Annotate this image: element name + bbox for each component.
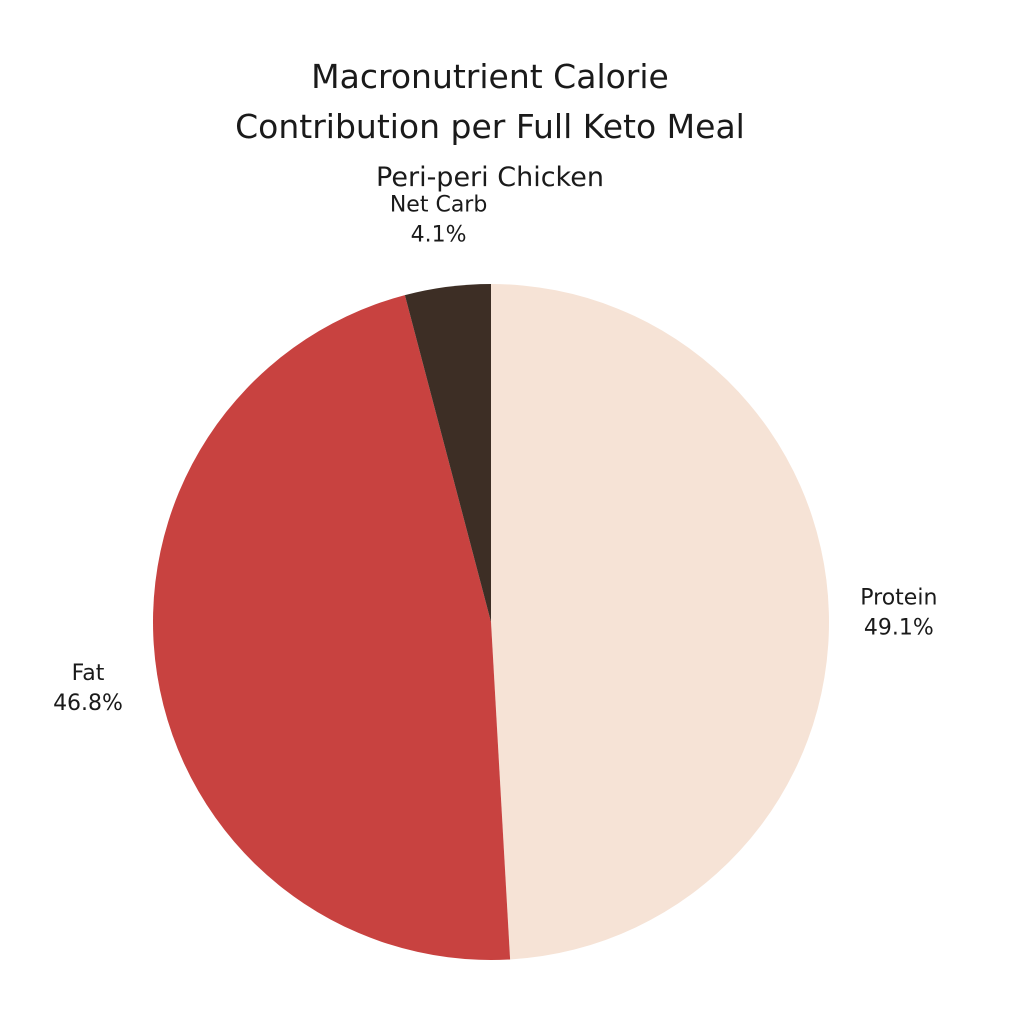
chart-subtitle: Peri-peri Chicken (376, 162, 604, 193)
chart-title-line-1: Macronutrient Calorie (311, 57, 669, 96)
slice-label-name: Net Carb (390, 192, 487, 217)
chart-title-line-2: Contribution per Full Keto Meal (235, 107, 745, 146)
chart-title: Macronutrient Calorie Contribution per F… (235, 57, 745, 146)
slice-label-name: Fat (72, 661, 105, 686)
pie-slice-net-carb (404, 284, 491, 622)
slice-label-value: 49.1% (864, 615, 934, 640)
slice-label-protein: Protein 49.1% (860, 585, 937, 640)
slice-label-fat: Fat 46.8% (53, 661, 123, 716)
pie-slices (153, 284, 830, 960)
pie-slice-fat (153, 295, 511, 960)
slice-label-value: 46.8% (53, 691, 123, 716)
slice-label-name: Protein (860, 585, 937, 610)
pie-slice-protein (491, 284, 830, 960)
pie-labels: Protein 49.1% Fat 46.8% Net Carb 4.1% (53, 192, 937, 715)
slice-label-net-carb: Net Carb 4.1% (390, 192, 487, 247)
slice-label-value: 4.1% (411, 222, 467, 247)
